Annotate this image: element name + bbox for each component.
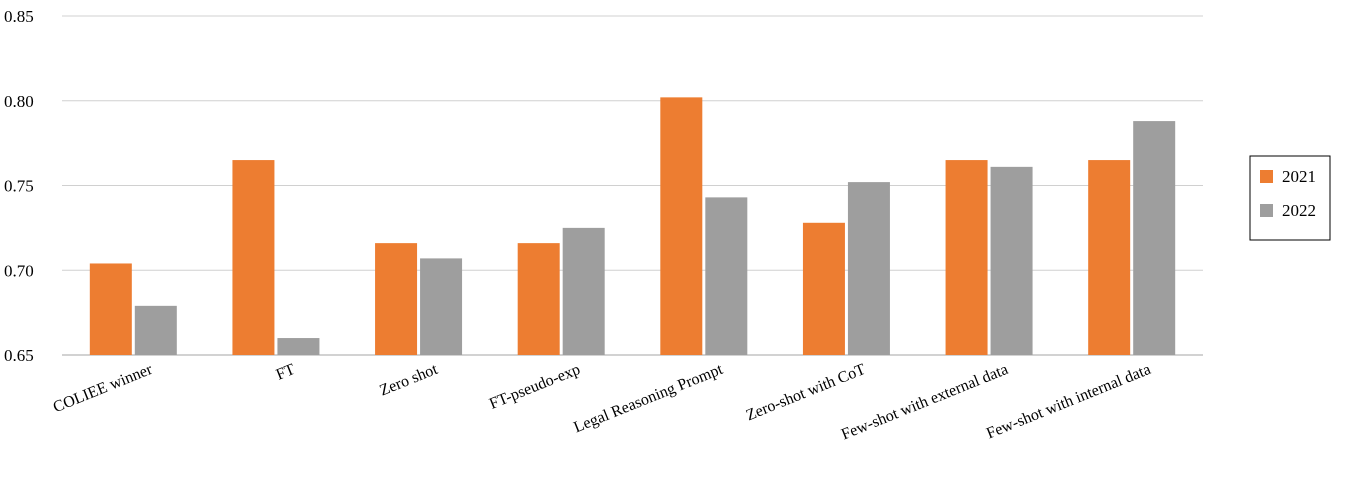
bar-2021 — [660, 97, 703, 356]
y-tick-label: 0.70 — [4, 261, 34, 280]
x-category-label: FT-pseudo-exp — [487, 361, 583, 413]
bar-2022 — [990, 166, 1033, 355]
bar-2021 — [517, 243, 560, 355]
y-tick-label: 0.65 — [4, 346, 34, 365]
bar-2021 — [232, 160, 275, 355]
y-axis-ticks: 0.65 0.70 0.75 0.80 0.85 — [4, 7, 34, 365]
legend-swatch-2021 — [1260, 170, 1273, 183]
x-category-label: Legal Reasoning Prompt — [571, 361, 725, 437]
x-category-label: Zero-shot with CoT — [744, 361, 868, 424]
legend-label: 2021 — [1282, 167, 1316, 186]
bar-2022 — [420, 258, 463, 355]
y-tick-label: 0.75 — [4, 177, 34, 196]
legend-swatch-2022 — [1260, 204, 1273, 217]
bar-2022 — [562, 227, 605, 355]
bar-2021 — [89, 263, 132, 355]
legend-label: 2022 — [1282, 201, 1316, 220]
bar-2021 — [802, 222, 845, 355]
bar-2021 — [375, 243, 418, 355]
x-axis-labels: COLIEE winner FT Zero shot FT-pseudo-expLeg… — [51, 361, 1153, 444]
bar-2022 — [847, 182, 890, 355]
bar-2022 — [705, 197, 748, 355]
x-category-label: FT — [274, 361, 298, 384]
bar-layer — [89, 97, 1176, 356]
y-tick-label: 0.80 — [4, 92, 34, 111]
bar-2022 — [1133, 121, 1176, 355]
bar-2021 — [945, 160, 988, 355]
bar-2021 — [1088, 160, 1131, 355]
legend: 2021 2022 — [1249, 155, 1331, 241]
x-category-label: Few-shot with internal data — [984, 361, 1153, 443]
bar-2022 — [277, 338, 320, 355]
x-category-label: COLIEE winner — [51, 361, 156, 416]
y-tick-label: 0.85 — [4, 7, 34, 26]
legend-box — [1249, 155, 1331, 241]
bar-2022 — [134, 305, 177, 355]
x-category-label: Zero shot — [377, 361, 440, 400]
